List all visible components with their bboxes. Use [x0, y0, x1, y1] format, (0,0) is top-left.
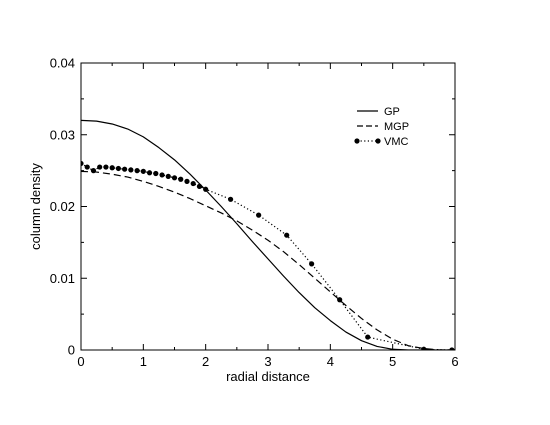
legend-label-mgp: MGP [384, 121, 409, 133]
legend-marker-vmc [375, 138, 381, 144]
data-point-vmc [365, 334, 371, 340]
series-gp [81, 119, 455, 350]
data-point-vmc [203, 186, 209, 192]
x-tick-label: 2 [202, 354, 209, 369]
x-tick-label: 5 [389, 354, 396, 369]
y-tick-label: 0.01 [50, 271, 75, 286]
x-tick-label: 4 [327, 354, 334, 369]
data-point-vmc [165, 173, 171, 179]
y-tick-label: 0.03 [50, 127, 75, 142]
data-point-vmc [256, 212, 262, 218]
data-point-vmc [84, 164, 90, 170]
data-point-vmc [146, 170, 153, 176]
y-tick-label: 0 [68, 343, 75, 358]
data-point-vmc [337, 297, 343, 303]
series-mgp [81, 170, 455, 350]
data-point-vmc [134, 168, 140, 174]
data-point-vmc [103, 164, 109, 170]
data-point-vmc [122, 166, 128, 172]
x-tick-label: 3 [264, 354, 271, 369]
data-point-vmc [421, 346, 427, 350]
data-point-vmc [97, 164, 103, 170]
legend-item-mgp: MGP [357, 121, 409, 133]
data-point-vmc [178, 176, 184, 182]
data-point-vmc [140, 168, 146, 174]
data-point-vmc [190, 180, 196, 187]
data-point-vmc [449, 347, 455, 350]
y-axis-label: column density [28, 163, 43, 250]
data-point-vmc [159, 172, 165, 178]
legend-label-vmc: VMC [384, 136, 409, 148]
data-point-vmc [309, 261, 315, 267]
y-tick-label: 0.04 [50, 56, 75, 71]
x-tick-label: 0 [77, 354, 84, 369]
data-point-vmc [153, 170, 159, 177]
series-line-gp [81, 119, 455, 350]
series-line-mgp [81, 170, 455, 350]
data-point-vmc [228, 196, 234, 202]
data-point-vmc [81, 160, 84, 167]
x-tick-label: 6 [451, 354, 458, 369]
data-point-vmc [128, 167, 134, 173]
data-point-vmc [196, 183, 203, 190]
data-point-vmc [115, 165, 121, 172]
data-point-vmc [284, 232, 290, 238]
series-vmc [81, 160, 455, 350]
data-point-vmc [184, 178, 190, 184]
data-point-vmc [90, 168, 97, 174]
x-axis-label: radial distance [226, 369, 310, 384]
legend-marker-vmc [354, 138, 360, 144]
legend-label-gp: GP [384, 106, 400, 118]
data-point-vmc [109, 165, 115, 171]
ticks-group: 0 1 2 3 4 5 6 0 0.01 0.02 0.03 0.04 [50, 56, 459, 370]
legend-item-vmc: VMC [354, 136, 409, 148]
series-group [81, 119, 455, 350]
y-tick-label: 0.02 [50, 199, 75, 214]
x-tick-label: 1 [140, 354, 147, 369]
legend-item-gp: GP [357, 106, 400, 118]
data-point-vmc [171, 175, 178, 181]
legend: GP MGP VMC [354, 106, 409, 148]
